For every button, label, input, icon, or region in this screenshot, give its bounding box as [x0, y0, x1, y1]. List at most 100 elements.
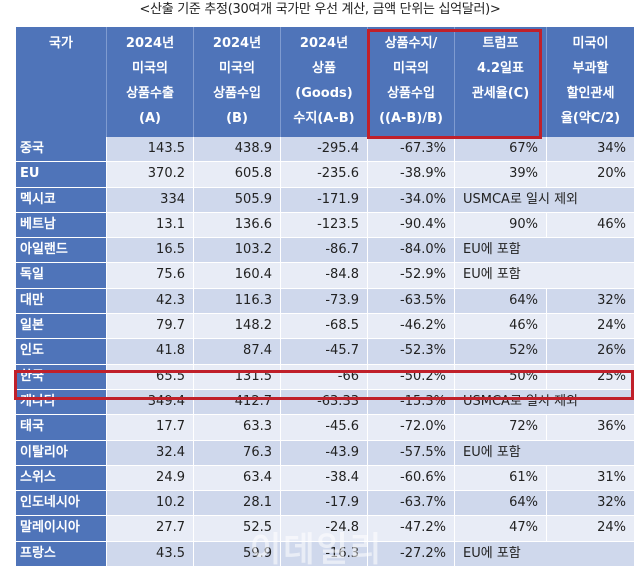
- country-cell: 캐나다: [16, 389, 107, 415]
- export-cell: 65.5: [107, 364, 194, 389]
- ratio-cell: -90.4%: [368, 212, 455, 238]
- import-cell: 605.8: [194, 162, 281, 187]
- balance-cell: -17.9: [281, 491, 368, 516]
- tariff-cell: 90%: [455, 212, 547, 238]
- ratio-cell: -63.5%: [368, 288, 455, 314]
- import-cell: 76.3: [194, 440, 281, 465]
- table-row: 인도네시아 10.2 28.1 -17.9 -63.7% 64% 32%: [16, 491, 634, 517]
- table-row: 베트남 13.1 136.6 -123.5 -90.4% 90% 46%: [16, 212, 634, 239]
- tariff-cell: 72%: [455, 415, 547, 440]
- table-row: 일본 79.7 148.2 -68.5 -46.2% 46% 24%: [16, 314, 634, 340]
- reciprocal-cell: 26%: [597, 343, 626, 359]
- header-country: 국가: [16, 27, 107, 137]
- ratio-cell: -34.0%: [368, 187, 455, 212]
- country-cell: 대만: [16, 288, 107, 314]
- header-export: 2024년 미국의 상품수출 (A): [107, 27, 194, 137]
- export-cell: 370.2: [107, 162, 194, 187]
- ratio-cell: -15.3%: [368, 389, 455, 415]
- reciprocal-cell: 24%: [597, 520, 626, 536]
- header-balance: 2024년 상품 (Goods) 수지(A-B): [281, 27, 368, 137]
- import-cell: 87.4: [194, 339, 281, 364]
- tariff-cell: 50%: [455, 364, 547, 389]
- country-cell: 베트남: [16, 212, 107, 238]
- import-cell: 148.2: [194, 314, 281, 339]
- note-cell: EU에 포함: [463, 267, 521, 283]
- import-cell: 136.6: [194, 212, 281, 238]
- balance-cell: -171.9: [281, 187, 368, 212]
- country-cell: 멕시코: [16, 187, 107, 212]
- country-cell: 이탈리아: [16, 440, 107, 465]
- balance-cell: -16.3: [281, 541, 368, 567]
- import-cell: 63.4: [194, 465, 281, 491]
- balance-cell: -38.4: [281, 465, 368, 491]
- note-cell: EU에 포함: [463, 242, 521, 258]
- export-cell: 13.1: [107, 212, 194, 238]
- table-row: 중국 143.5 438.9 -295.4 -67.3% 67% 34%: [16, 137, 634, 163]
- tariff-cell: 52%: [455, 339, 547, 364]
- balance-cell: -295.4: [281, 137, 368, 162]
- note-cell: USMCA로 일시 제외: [463, 393, 579, 409]
- import-cell: 505.9: [194, 187, 281, 212]
- table-row: 프랑스 43.5 59.9 -16.3 -27.2% EU에 포함: [16, 541, 634, 568]
- table-row: 말레이시아 27.7 52.5 -24.8 -47.2% 47% 24%: [16, 516, 634, 542]
- export-cell: 43.5: [107, 541, 194, 567]
- tariff-cell: 46%: [455, 314, 547, 339]
- reciprocal-cell: 46%: [597, 216, 626, 232]
- balance-cell: -24.8: [281, 516, 368, 541]
- balance-cell: -86.7: [281, 238, 368, 263]
- export-cell: 349.4: [107, 389, 194, 415]
- ratio-cell: -84.0%: [368, 238, 455, 263]
- ratio-cell: -52.3%: [368, 339, 455, 364]
- export-cell: 79.7: [107, 314, 194, 339]
- ratio-cell: -50.2%: [368, 364, 455, 389]
- ratio-cell: -67.3%: [368, 137, 455, 162]
- ratio-cell: -27.2%: [368, 541, 455, 567]
- table-row: 한국 65.5 131.5 -66 -50.2% 50% 25%: [16, 364, 634, 390]
- tariff-cell: 64%: [455, 491, 547, 516]
- country-cell: 독일: [16, 263, 107, 288]
- export-cell: 24.9: [107, 465, 194, 491]
- import-cell: 103.2: [194, 238, 281, 263]
- table-header: 국가 2024년 미국의 상품수출 (A) 2024년 미국의 상품수입 (B)…: [16, 27, 634, 137]
- tariff-cell: 64%: [455, 288, 547, 314]
- reciprocal-cell: 34%: [597, 141, 626, 156]
- ratio-cell: -72.0%: [368, 415, 455, 440]
- balance-cell: -68.5: [281, 314, 368, 339]
- export-cell: 42.3: [107, 288, 194, 314]
- country-cell: 일본: [16, 314, 107, 339]
- header-ratio: 상품수지/ 미국의 상품수입 ((A-B)/B): [368, 27, 455, 137]
- export-cell: 16.5: [107, 238, 194, 263]
- header-import: 2024년 미국의 상품수입 (B): [194, 27, 281, 137]
- ratio-cell: -47.2%: [368, 516, 455, 541]
- balance-cell: -73.9: [281, 288, 368, 314]
- import-cell: 160.4: [194, 263, 281, 288]
- export-cell: 143.5: [107, 137, 194, 162]
- balance-cell: -84.8: [281, 263, 368, 288]
- reciprocal-cell: 36%: [597, 419, 626, 435]
- import-cell: 52.5: [194, 516, 281, 541]
- balance-cell: -45.6: [281, 415, 368, 440]
- tariff-cell: 39%: [455, 162, 547, 187]
- country-cell: 프랑스: [16, 541, 107, 567]
- import-cell: 116.3: [194, 288, 281, 314]
- header-tariff: 트럼프 4.2일표 관세율(C): [455, 27, 547, 137]
- reciprocal-cell: 31%: [597, 469, 626, 485]
- table-row: EU 370.2 605.8 -235.6 -38.9% 39% 20%: [16, 162, 634, 188]
- table-row: 인도 41.8 87.4 -45.7 -52.3% 52% 26%: [16, 339, 634, 365]
- reciprocal-cell: 25%: [597, 368, 626, 384]
- import-cell: 28.1: [194, 491, 281, 516]
- note-cell: EU에 포함: [463, 444, 521, 460]
- table-row: 캐나다 349.4 412.7 -63.33 -15.3% USMCA로 일시 제외: [16, 389, 634, 416]
- table-row: 대만 42.3 116.3 -73.9 -63.5% 64% 32%: [16, 288, 634, 315]
- note-cell: EU에 포함: [463, 545, 521, 561]
- import-cell: 59.9: [194, 541, 281, 567]
- import-cell: 131.5: [194, 364, 281, 389]
- country-cell: 스위스: [16, 465, 107, 491]
- note-cell: USMCA로 일시 제외: [463, 191, 579, 207]
- balance-cell: -66: [281, 364, 368, 389]
- table-row: 독일 75.6 160.4 -84.8 -52.9% EU에 포함: [16, 263, 634, 289]
- tariff-cell: 67%: [455, 137, 547, 162]
- ratio-cell: -38.9%: [368, 162, 455, 187]
- export-cell: 17.7: [107, 415, 194, 440]
- balance-cell: -235.6: [281, 162, 368, 187]
